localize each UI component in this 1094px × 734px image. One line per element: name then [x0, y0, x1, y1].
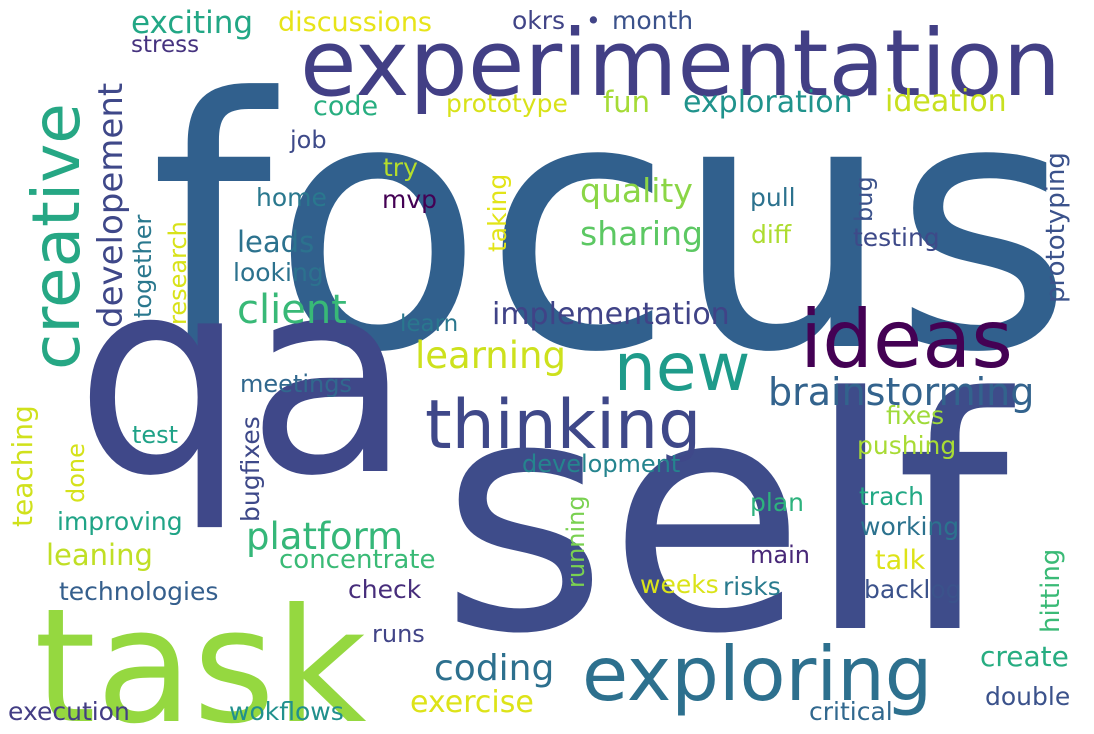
word-double: double: [985, 682, 1071, 711]
word-weeks: weeks: [640, 570, 719, 599]
word-prototype: prototype: [446, 89, 568, 118]
word-okrs: okrs: [512, 6, 566, 35]
word-technologies: technologies: [59, 577, 219, 606]
word-brainstorming: brainstorming: [768, 370, 1035, 414]
word-risks: risks: [723, 572, 781, 601]
word-sharing: sharing: [580, 214, 703, 253]
word-exciting: exciting: [131, 5, 254, 41]
word-fixes: fixes: [886, 401, 945, 430]
word-stress: stress: [131, 32, 200, 58]
word-bugfixes: bugfixes: [236, 416, 265, 522]
word-creative: creative: [18, 103, 95, 370]
word-ideation: ideation: [885, 84, 1007, 119]
word-research: research: [164, 221, 192, 325]
word-execution: execution: [8, 697, 130, 726]
word-platform: platform: [246, 515, 404, 558]
word-fun: fun: [603, 85, 650, 119]
word-diff: diff: [751, 220, 792, 249]
word-ideas: ideas: [800, 293, 1013, 386]
word-discussions: discussions: [278, 7, 432, 38]
word-month: month: [612, 6, 694, 35]
word-together: together: [129, 214, 157, 318]
word-learning: learning: [415, 334, 566, 377]
word-backlog: backlog: [864, 575, 962, 604]
word-coding: coding: [434, 648, 555, 689]
word-new: new: [614, 329, 751, 406]
word-taking: taking: [483, 173, 512, 252]
word-improving: improving: [57, 507, 183, 536]
word-implementation: implementation: [492, 297, 730, 332]
word-critical: critical: [809, 697, 893, 726]
word-focus: focus: [150, 25, 1074, 428]
word-client: client: [237, 287, 347, 333]
word-prototyping: prototyping: [1041, 152, 1071, 303]
word-quality: quality: [580, 171, 693, 210]
word-pull: pull: [750, 183, 796, 212]
word-main: main: [750, 541, 810, 569]
word-exploration: exploration: [683, 85, 853, 120]
word-done: done: [62, 443, 90, 503]
word-self: self: [440, 329, 1009, 704]
word-wokflows: wokflows: [229, 697, 344, 726]
word-check: check: [348, 575, 422, 604]
word-runs: runs: [372, 620, 425, 648]
word-plan: plan: [750, 488, 804, 517]
word-leads: leads: [237, 225, 315, 259]
word-teaching: teaching: [6, 405, 39, 527]
word-running: running: [562, 495, 590, 588]
word-code: code: [313, 91, 379, 122]
word-test: test: [132, 421, 179, 449]
word-home: home: [256, 183, 327, 212]
word-dot: •: [586, 6, 601, 35]
word-experimentation: experimentation: [300, 10, 1062, 117]
word-meetings: meetings: [240, 370, 352, 398]
word-job: job: [290, 126, 327, 154]
word-mvp: mvp: [382, 185, 438, 214]
word-testing: testing: [853, 223, 940, 252]
word-pushing: pushing: [857, 431, 957, 460]
word-concentrate: concentrate: [279, 545, 436, 575]
word-create: create: [980, 640, 1069, 673]
word-working: working: [860, 512, 960, 541]
word-hitting: hitting: [1036, 548, 1066, 633]
word-talk: talk: [875, 545, 926, 576]
word-learn: learn: [400, 311, 459, 337]
word-developement: developement: [91, 82, 131, 328]
word-try: try: [383, 153, 418, 182]
word-exploring: exploring: [582, 630, 933, 718]
word-trach: trach: [859, 482, 924, 511]
word-bug: bug: [850, 176, 878, 222]
word-leaning: leaning: [46, 538, 153, 572]
word-qa: qa: [75, 220, 412, 535]
word-exercise: exercise: [410, 685, 534, 720]
word-development: development: [522, 450, 681, 478]
word-thinking: thinking: [425, 386, 702, 465]
word-looking: looking: [233, 258, 324, 287]
word-task: task: [34, 575, 367, 734]
